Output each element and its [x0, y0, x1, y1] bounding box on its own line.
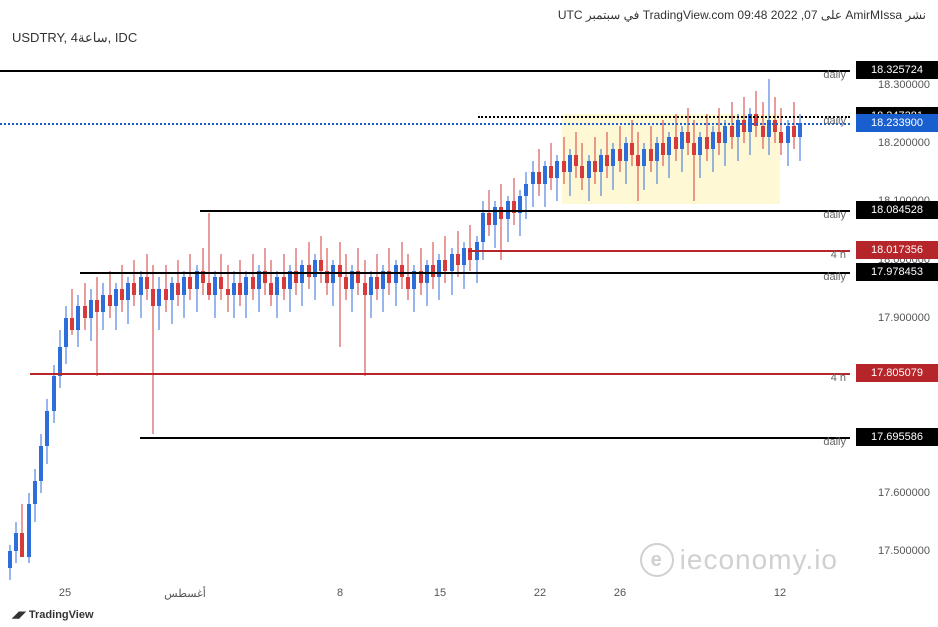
tradingview-logo: ◢◤ TradingView — [12, 609, 94, 621]
price-badge: 18.325724 — [856, 61, 938, 79]
price-badge: 17.978453 — [856, 263, 938, 281]
hline-label: daily — [823, 59, 846, 81]
x-tick: 12 — [774, 587, 786, 599]
x-tick: 22 — [534, 587, 546, 599]
watermark-icon: e — [640, 543, 674, 577]
hline-label: daily — [823, 199, 846, 221]
x-tick: 26 — [614, 587, 626, 599]
horizontal-line — [468, 250, 850, 252]
hline-label: daily — [823, 105, 846, 127]
horizontal-line — [80, 272, 850, 274]
y-tick: 18.300000 — [878, 79, 930, 91]
x-tick: 8 — [337, 587, 343, 599]
y-tick: 18.200000 — [878, 137, 930, 149]
y-tick: 17.600000 — [878, 487, 930, 499]
horizontal-line — [478, 116, 850, 118]
y-tick: 17.900000 — [878, 312, 930, 324]
hline-label: 4 h — [831, 239, 846, 261]
y-tick: 17.500000 — [878, 545, 930, 557]
horizontal-line — [200, 210, 850, 212]
price-badge: 18.017356 — [856, 241, 938, 259]
x-tick: أغسطس — [164, 587, 206, 600]
watermark-text: ieconomy.io — [680, 544, 838, 576]
price-badge: 18.084528 — [856, 201, 938, 219]
horizontal-line — [0, 70, 850, 72]
horizontal-line — [30, 373, 850, 375]
x-tick: 15 — [434, 587, 446, 599]
symbol-info: USDTRY, 4ساعة, IDC — [12, 30, 137, 46]
price-badge: 17.695586 — [856, 428, 938, 446]
x-axis: 25 أغسطس 8 15 22 26 12 — [0, 587, 850, 607]
publish-info: نشر AmirMIssa على TradingView.com 09:48 … — [558, 8, 926, 22]
price-badge: 17.805079 — [856, 364, 938, 382]
hline-label: daily — [823, 261, 846, 283]
horizontal-line — [140, 437, 850, 439]
price-badge: 18.233900 — [856, 114, 938, 132]
horizontal-line — [0, 123, 850, 125]
x-tick: 25 — [59, 587, 71, 599]
watermark: e ieconomy.io — [640, 543, 838, 577]
hline-label: 4 h — [831, 362, 846, 384]
hline-label: daily — [823, 426, 846, 448]
chart-area — [0, 50, 850, 580]
